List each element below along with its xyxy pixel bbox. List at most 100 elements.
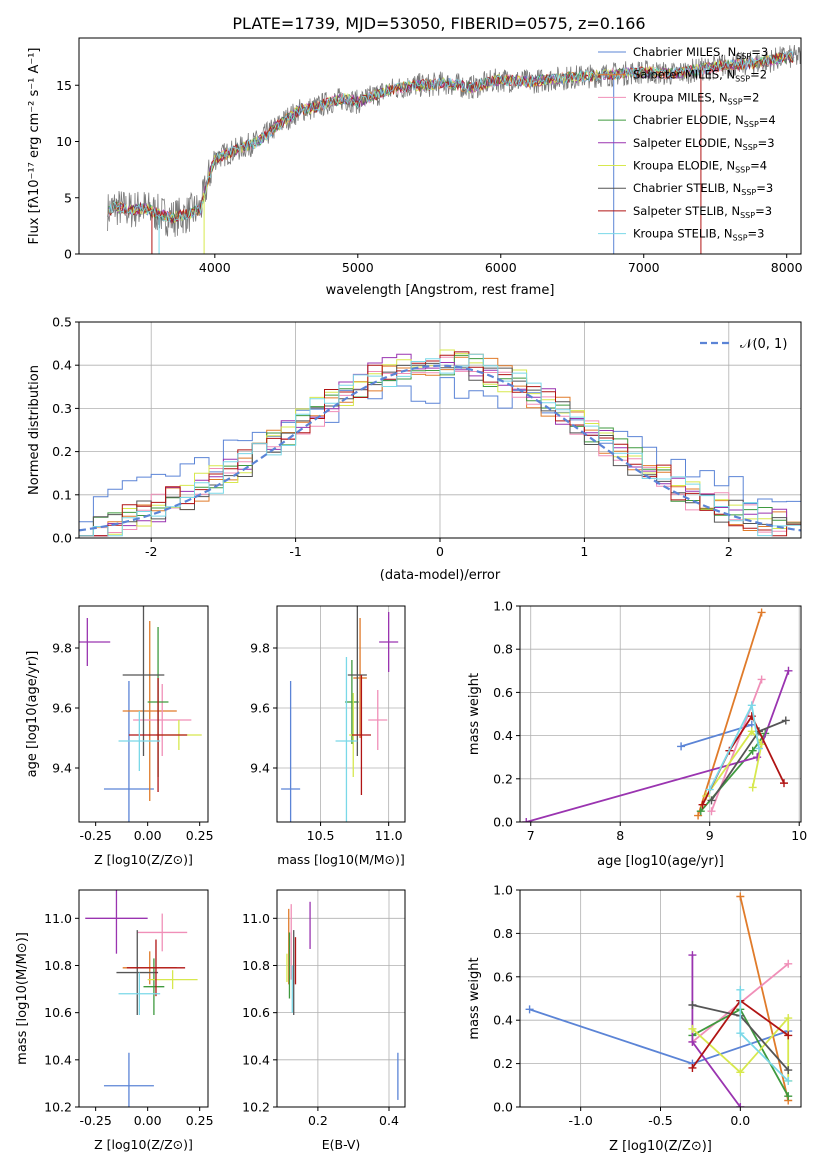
massweight-vs-metallicity-panel: -1.0 -0.5 0.0 0.0 0.2 0.4 0.6 0.8 1.0 Z [log10(Z/…	[467, 883, 802, 1154]
y-tick-label: 0.4	[52, 358, 72, 373]
x-tick-label: 0.0	[730, 1113, 750, 1128]
mass-weight-marker	[784, 1092, 793, 1101]
residuals-panel: -2 -1 0 1 2 0.0 0.1 0.2 0.3 0.4 0.5 (data-model)/er…	[27, 315, 802, 583]
legend-entry: Salpeter ELODIE, NSSP=3	[633, 136, 775, 152]
spectrum-panel: 4000 5000 6000 7000 8000 0 5 10 15 wavelength [An…	[27, 37, 803, 298]
plot-area	[281, 606, 399, 822]
x-tick-label: -0.5	[648, 1113, 672, 1128]
mass-weight-marker	[781, 716, 790, 725]
x-axis-label: wavelength [Angstrom, rest frame]	[326, 283, 555, 298]
legend-entry: Kroupa ELODIE, NSSP=4	[633, 159, 767, 175]
mass-weight-marker	[694, 811, 703, 820]
y-tick-label: 10.8	[242, 958, 270, 973]
y-tick-label: 1.0	[493, 599, 513, 614]
x-tick-label: -0.25	[79, 1113, 111, 1128]
mass-weight-marker	[736, 1103, 745, 1107]
plot-area	[85, 890, 198, 1107]
y-tick-label: 11.0	[242, 911, 270, 926]
mass-weight-line	[697, 612, 763, 816]
y-tick-label: 10.2	[44, 1100, 72, 1115]
y-tick-label: 0.1	[52, 487, 72, 502]
gaussian-reference-curve	[79, 364, 801, 532]
x-tick-label: 11.0	[375, 828, 403, 843]
plot-area	[522, 608, 793, 822]
mass-weight-marker	[677, 742, 686, 751]
mass-weight-marker	[784, 959, 793, 968]
mass-vs-ebv-panel: 0.2 0.4 10.2 10.4 10.6 10.8 11.0 E(B-V)	[242, 889, 406, 1152]
model-spectrum-line	[107, 52, 795, 223]
age-vs-metallicity-panel: -0.25 0.00 0.25 9.4 9.6 9.8 Z [log10(Z/Z⊙)] age…	[25, 605, 214, 867]
y-tick-label: 9.8	[52, 641, 72, 656]
x-tick-label: 8	[616, 828, 624, 843]
mass-weight-marker	[688, 1001, 697, 1010]
mass-weight-marker	[784, 1014, 793, 1023]
y-tick-label: 10.4	[44, 1052, 72, 1067]
y-tick-label: 0.6	[493, 969, 513, 984]
y-tick-label: 9.4	[52, 761, 72, 776]
mass-weight-marker	[736, 892, 745, 901]
mass-weight-marker	[705, 785, 714, 794]
residual-histogram	[79, 377, 801, 523]
figure-title: PLATE=1739, MJD=53050, FIBERID=0575, z=0…	[232, 14, 645, 33]
mass-weight-marker	[696, 807, 705, 816]
plot-area	[286, 901, 399, 1100]
x-tick-label: 6000	[485, 260, 517, 275]
mass-weight-marker	[784, 1031, 793, 1040]
y-tick-label: 10.2	[242, 1100, 270, 1115]
mass-weight-marker	[736, 1029, 745, 1038]
mass-weight-marker	[748, 783, 757, 792]
legend-entry: Salpeter STELIB, NSSP=3	[633, 204, 772, 220]
mass-weight-marker	[747, 727, 756, 736]
x-tick-label: -1	[289, 544, 301, 559]
legend-entry: Chabrier MILES, NSSP=3	[633, 45, 768, 61]
y-tick-label: 0.2	[493, 771, 513, 786]
mass-weight-marker	[688, 1063, 697, 1072]
x-axis-label: (data-model)/error	[380, 568, 501, 583]
y-tick-label: 0.0	[493, 1100, 513, 1115]
axes-frame	[78, 605, 209, 823]
y-tick-label: 0.0	[493, 815, 513, 830]
y-tick-label: 10.8	[44, 958, 72, 973]
x-tick-label: 2	[725, 544, 733, 559]
legend-entry: Salpeter MILES, NSSP=2	[633, 68, 767, 84]
axes-frame	[519, 605, 802, 823]
y-axis-label: mass weight	[467, 673, 482, 755]
mass-weight-marker	[736, 985, 745, 994]
x-tick-label: 9	[706, 828, 714, 843]
legend-entry: Kroupa STELIB, NSSP=3	[633, 227, 764, 243]
mass-weight-marker	[784, 1076, 793, 1085]
y-tick-label: 10.4	[242, 1052, 270, 1067]
mass-weight-marker	[747, 701, 756, 710]
y-tick-label: 0.8	[493, 642, 513, 657]
y-tick-label: 10.6	[242, 1005, 270, 1020]
legend-entry: Kroupa MILES, NSSP=2	[633, 90, 759, 106]
y-tick-label: 9.6	[52, 701, 72, 716]
y-tick-label: 10.6	[44, 1005, 72, 1020]
residual-histogram	[79, 353, 801, 537]
y-axis-label: age [log10(age/yr)]	[25, 651, 40, 778]
mass-weight-line	[710, 679, 763, 812]
y-axis-label: mass weight	[467, 957, 482, 1039]
y-tick-label: 0.0	[52, 531, 72, 546]
mass-weight-marker	[784, 666, 793, 675]
legend: Chabrier MILES, NSSP=3 Salpeter MILES, NS…	[598, 45, 776, 243]
mass-vs-metallicity-panel: -0.25 0.00 0.25 10.2 10.4 10.6 10.8 11.0 Z [log1…	[15, 889, 214, 1152]
y-tick-label: 1.0	[493, 883, 513, 898]
x-tick-label: 10	[791, 828, 807, 843]
x-tick-label: 0.00	[134, 828, 162, 843]
y-tick-label: 10	[56, 134, 72, 149]
y-tick-label: 9.4	[250, 761, 270, 776]
plot-area	[79, 606, 202, 822]
mass-weight-line	[529, 1008, 789, 1065]
mass-weight-marker	[754, 744, 763, 753]
x-tick-label: 5000	[342, 260, 374, 275]
age-vs-mass-panel: 10.5 11.0 9.4 9.6 9.8 mass [log10(M/M⊙)]	[250, 605, 406, 867]
y-tick-label: 0.4	[493, 1013, 513, 1028]
axes-frame	[78, 37, 802, 255]
x-tick-label: 0.25	[186, 828, 214, 843]
mass-weight-marker	[688, 1024, 697, 1033]
model-spectrum-line	[107, 52, 795, 224]
x-tick-label: 8000	[771, 260, 803, 275]
mass-weight-marker	[757, 675, 766, 684]
y-axis-label: mass [log10(M/M⊙)]	[15, 932, 30, 1065]
